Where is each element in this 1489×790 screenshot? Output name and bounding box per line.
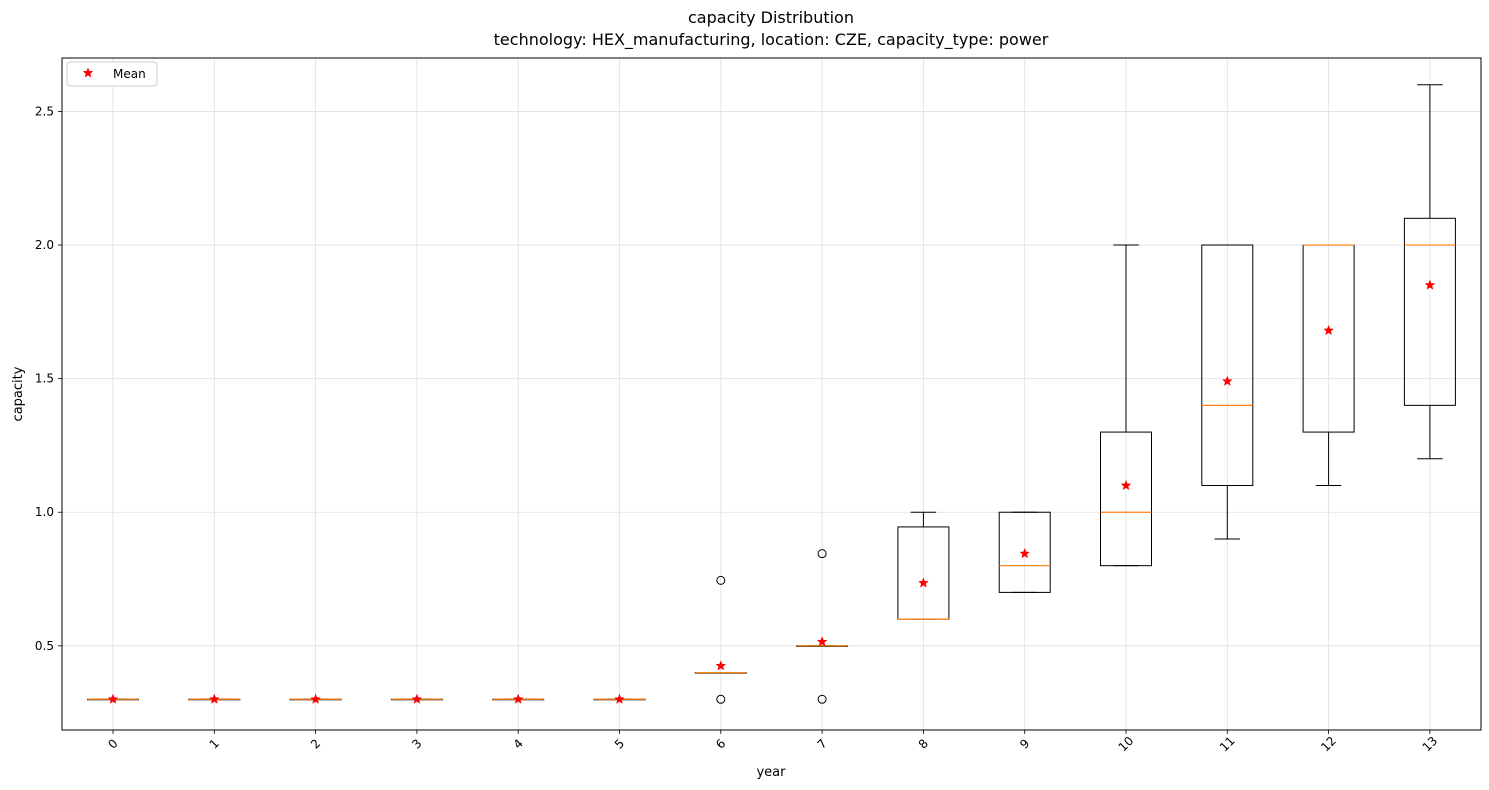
y-tick-label: 1.5 [35,372,54,386]
box-year-7 [796,549,849,704]
y-tick-label: 2.0 [35,238,54,252]
box-iqr [1201,244,1254,487]
mean-marker [512,693,524,704]
outlier-point [716,694,726,704]
boxes [87,84,1456,704]
x-tick-label: 5 [612,736,627,751]
legend-box [66,61,158,87]
box-year-13 [1403,84,1456,460]
box-year-11 [1201,244,1254,540]
box-year-9 [998,511,1051,593]
outlier-point [716,575,726,585]
mean-marker [107,693,119,704]
x-tick-label: 6 [713,736,728,751]
mean-marker [614,693,625,704]
mean-marker [715,660,727,671]
mean-markers [107,279,1436,704]
mean-marker [1221,375,1233,386]
outlier-point [817,549,827,559]
x-axis-ticks: 0 1 2 3 4 5 6 7 8 9 10 11 12 13 [105,730,1440,754]
chart-subtitle: technology: HEX_manufacturing, location:… [494,30,1049,50]
x-tick-label: 4 [511,736,526,751]
x-tick-label: 9 [1017,736,1032,751]
mean-marker [310,693,322,704]
legend-mean-star-icon [82,67,94,78]
x-tick-label: 3 [409,736,424,751]
mean-marker [208,693,220,704]
x-tick-label: 10 [1116,734,1137,755]
legend: Mean [66,61,158,87]
legend-label-mean: Mean [113,67,146,81]
mean-marker [1120,479,1132,491]
legend-star-shape [82,67,94,78]
box-iqr [1100,431,1152,567]
y-axis-label: capacity [11,366,26,421]
box-iqr [998,511,1051,593]
y-tick-label: 0.5 [35,639,54,653]
mean-marker [1323,324,1335,336]
x-tick-label: 2 [308,736,323,751]
grid-lines [62,58,1481,730]
box-year-6 [694,575,747,704]
x-tick-label: 7 [814,736,829,751]
box-year-8 [897,511,950,620]
mean-marker [1424,279,1436,290]
x-tick-label: 13 [1420,734,1441,755]
plot-frame [61,57,1482,731]
box-iqr [1403,217,1456,406]
x-axis-label: year [756,765,786,780]
mean-marker [917,577,929,588]
mean-marker [1019,547,1031,559]
mean-marker [816,636,828,647]
y-tick-label: 1.0 [35,505,54,519]
x-tick-label: 1 [207,736,222,751]
box-year-12 [1302,244,1355,487]
x-tick-label: 12 [1318,734,1339,755]
box-year-10 [1100,244,1152,567]
y-tick-label: 2.5 [35,104,54,118]
x-tick-label: 11 [1217,734,1238,755]
outlier-point [817,694,827,704]
chart-title: capacity Distribution [688,8,854,27]
y-axis-ticks: 0.5 1.0 1.5 2.0 2.5 [35,104,62,653]
mean-marker [411,693,423,704]
x-tick-label: 0 [105,736,120,751]
x-tick-label: 8 [916,736,931,751]
